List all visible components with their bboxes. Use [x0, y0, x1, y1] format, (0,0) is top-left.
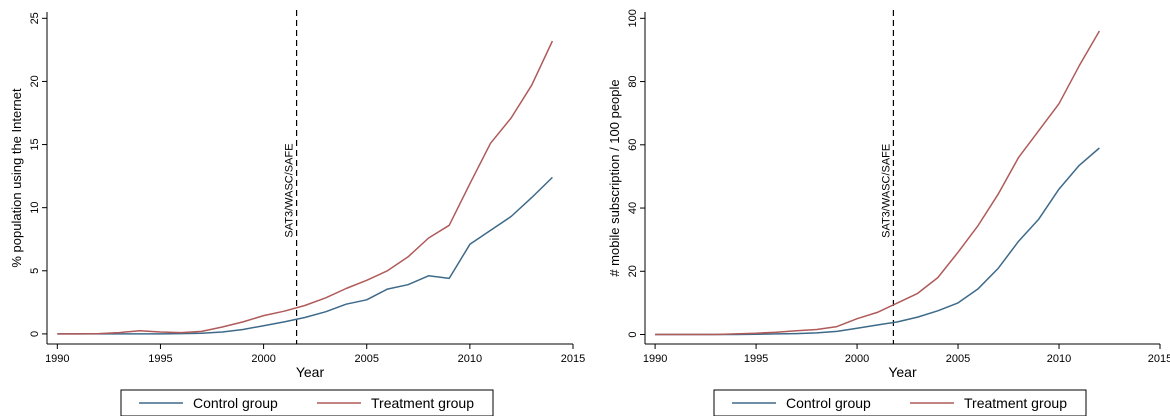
x-tick-label: 2015 [561, 353, 585, 365]
y-tick-label: 0 [627, 331, 639, 337]
y-tick-label: 60 [627, 139, 639, 151]
y-axis-title: # mobile subscription / 100 people [607, 79, 622, 276]
x-axis-title: Year [296, 364, 325, 380]
event-marker-label: SAT3/WASC/SAFE [284, 143, 296, 237]
x-tick-label: 2010 [1047, 353, 1071, 365]
y-tick-label: 25 [29, 12, 41, 24]
legend-label: Treatment group [964, 395, 1067, 411]
legend-label: Treatment group [371, 395, 474, 411]
x-tick-label: 1995 [744, 353, 768, 365]
x-tick-label: 1990 [643, 353, 667, 365]
x-tick-label: 2000 [251, 353, 275, 365]
y-tick-label: 5 [29, 268, 41, 274]
legend-label: Control group [193, 395, 278, 411]
x-tick-label: 2005 [354, 353, 378, 365]
x-tick-label: 2005 [946, 353, 970, 365]
chart-panel-1: 1990 1995 2000 2005 2010 2015 0 5 10 15 20 25 Year % … [9, 10, 585, 416]
y-tick-label: 20 [627, 265, 639, 277]
y-tick-label: 100 [627, 9, 639, 27]
y-axis-title: % population using the Internet [9, 88, 24, 268]
x-tick-label: 2015 [1148, 353, 1170, 365]
event-marker-label: SAT3/WASC/SAFE [880, 144, 892, 238]
x-tick-label: 1990 [45, 353, 69, 365]
chart-panel-2: 1990 1995 2000 2005 2010 2015 0 20 40 60 80 100 Year… [607, 9, 1170, 416]
x-tick-label: 2010 [458, 353, 482, 365]
y-tick-label: 15 [29, 138, 41, 150]
legend-box [713, 389, 1087, 416]
series-line-control [655, 147, 1100, 336]
y-tick-label: 20 [29, 75, 41, 87]
y-tick-label: 10 [29, 202, 41, 214]
legend-label: Control group [786, 395, 871, 411]
x-axis-title: Year [888, 364, 917, 380]
series-line-treatment [655, 30, 1101, 336]
x-tick-label: 2000 [845, 353, 869, 365]
series-line-treatment [57, 40, 554, 335]
x-tick-label: 1995 [148, 353, 172, 365]
y-tick-label: 80 [627, 75, 639, 87]
y-tick-label: 40 [627, 202, 639, 214]
series-line-control [57, 176, 553, 335]
y-tick-label: 0 [29, 331, 41, 337]
